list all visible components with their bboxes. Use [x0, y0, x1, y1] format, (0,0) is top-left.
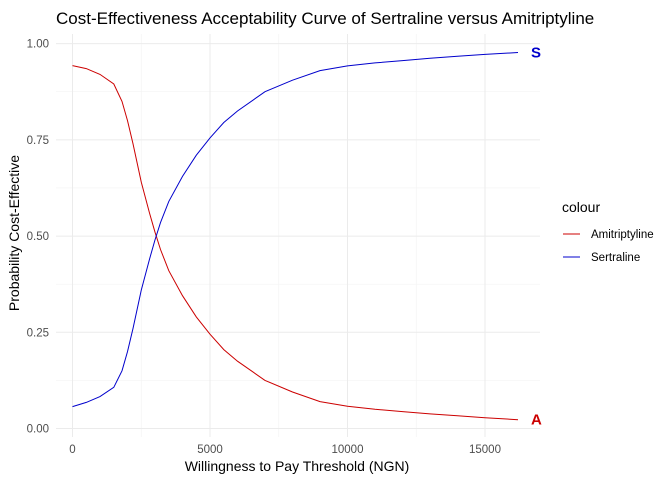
- y-tick-label: 0.75: [27, 135, 49, 147]
- legend-label-sertraline: Sertraline: [591, 252, 640, 264]
- x-tick-label: 5000: [197, 444, 223, 456]
- series-layer: AS: [72, 44, 542, 429]
- y-tick-label: 0.50: [27, 231, 49, 243]
- y-tick-label: 1.00: [27, 39, 49, 51]
- end-label-amitriptyline: A: [531, 412, 542, 429]
- y-tick-label: 0.00: [27, 424, 49, 436]
- chart-title: Cost-Effectiveness Acceptability Curve o…: [56, 9, 594, 28]
- series-line-sertraline: [72, 52, 519, 408]
- x-tick-label: 0: [69, 444, 75, 456]
- end-label-sertraline: S: [531, 44, 541, 61]
- y-axis-title: Probability Cost-Effective: [6, 155, 22, 311]
- x-axis-ticks: 0 5000 10000 15000: [69, 444, 501, 456]
- grid: [56, 34, 540, 437]
- series-line-amitriptyline: [72, 65, 519, 421]
- legend: colour Amitriptyline Sertraline: [562, 199, 654, 264]
- x-tick-label: 10000: [332, 444, 364, 456]
- x-tick-label: 15000: [469, 444, 501, 456]
- y-tick-label: 0.25: [27, 327, 49, 339]
- legend-title: colour: [562, 199, 600, 215]
- x-axis-title: Willingness to Pay Threshold (NGN): [185, 458, 410, 474]
- y-axis-ticks: 0.00 0.25 0.50 0.75 1.00: [27, 39, 49, 436]
- legend-label-amitriptyline: Amitriptyline: [591, 229, 654, 241]
